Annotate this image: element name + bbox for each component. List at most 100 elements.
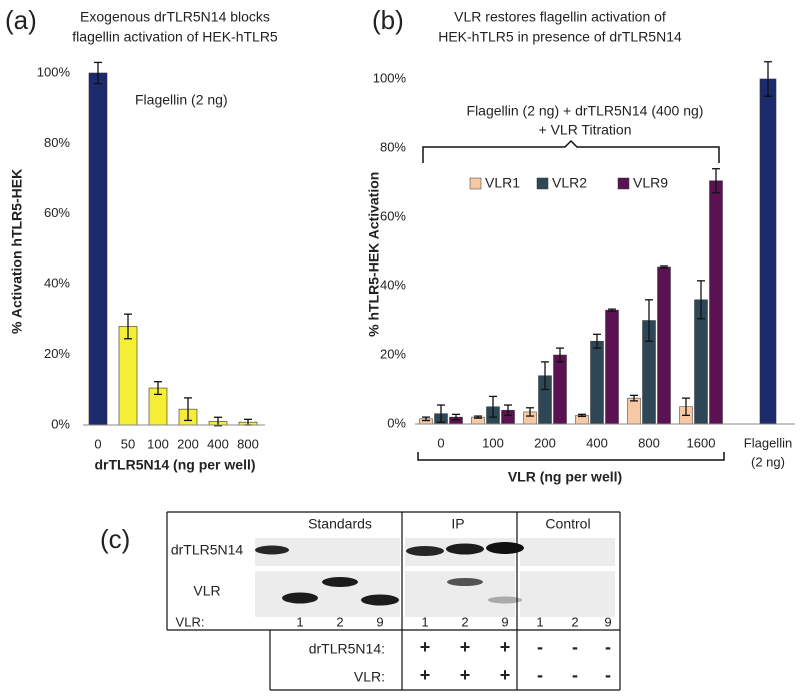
legend-swatch <box>536 177 549 190</box>
legend-swatch <box>469 177 482 190</box>
y-tick-label: 60% <box>44 205 70 220</box>
lane-label: 2 <box>336 614 343 629</box>
x-tick-label: 50 <box>121 436 135 451</box>
blot-band <box>406 546 444 556</box>
blot-band <box>446 543 484 555</box>
annotation: + VLR Titration <box>539 122 632 138</box>
lane-label: 9 <box>376 614 383 629</box>
y-tick-label: 100% <box>373 70 407 85</box>
lane-label: 9 <box>501 614 508 629</box>
bar <box>88 72 108 426</box>
blot-strip <box>255 571 400 617</box>
lane-label: 1 <box>421 614 428 629</box>
y-tick-label: 60% <box>380 208 406 223</box>
annotation: Flagellin (2 ng) <box>135 92 228 108</box>
condition-mark: + <box>420 665 431 685</box>
condition-mark: + <box>420 637 431 657</box>
bracket <box>417 452 725 461</box>
condition-label: VLR: <box>354 669 385 685</box>
legend-swatch <box>617 177 630 190</box>
legend-label: VLR1 <box>485 175 520 191</box>
bar <box>118 326 138 426</box>
x-tick-label: 200 <box>177 436 199 451</box>
x-tick-label: (2 ng) <box>751 454 785 469</box>
y-tick-label: 80% <box>44 135 70 150</box>
panel-label: (c) <box>100 524 130 554</box>
x-axis-label: VLR (ng per well) <box>508 469 622 485</box>
row-label: VLR <box>193 583 220 599</box>
condition-mark: + <box>460 665 471 685</box>
x-tick-label: 800 <box>638 435 660 450</box>
lane-label: 2 <box>571 614 578 629</box>
lane-prefix: VLR: <box>176 614 205 629</box>
blot-band <box>488 596 522 604</box>
y-tick-label: 20% <box>380 346 406 361</box>
lane-label: 1 <box>536 614 543 629</box>
y-axis-label: % hTLR5-HEK Activation <box>366 172 382 337</box>
x-axis-label: drTLR5N14 (ng per well) <box>94 457 255 473</box>
blot-strip <box>520 571 615 617</box>
blot-band <box>282 592 318 604</box>
blot-strip <box>405 571 515 617</box>
panel-label: (b) <box>372 5 404 35</box>
column-header: Standards <box>308 516 372 532</box>
chart-title: HEK-hTLR5 in presence of drTLR5N14 <box>438 29 682 45</box>
blot-band <box>447 578 483 586</box>
blot-band <box>361 594 399 606</box>
x-tick-label: 400 <box>586 435 608 450</box>
condition-mark: - <box>537 665 543 685</box>
condition-mark: - <box>572 665 578 685</box>
chart-title: Exogenous drTLR5N14 blocks <box>80 9 270 25</box>
condition-mark: - <box>605 637 611 657</box>
bar <box>605 309 619 425</box>
bar <box>657 266 671 425</box>
blot-band <box>486 542 524 554</box>
condition-mark: + <box>500 665 511 685</box>
y-tick-label: 100% <box>37 64 71 79</box>
x-tick-label: 800 <box>237 436 259 451</box>
bar <box>709 180 723 425</box>
lane-label: 2 <box>461 614 468 629</box>
bar <box>553 354 567 425</box>
lane-label: 9 <box>604 614 611 629</box>
condition-mark: - <box>537 637 543 657</box>
x-tick-label: 100 <box>482 435 504 450</box>
bracket <box>422 139 720 163</box>
chart-title: flagellin activation of HEK-hTLR5 <box>72 29 278 45</box>
condition-mark: + <box>460 637 471 657</box>
condition-mark: + <box>500 637 511 657</box>
row-label: drTLR5N14 <box>171 542 244 558</box>
legend-label: VLR9 <box>633 175 668 191</box>
condition-mark: - <box>572 637 578 657</box>
x-tick-label: 0 <box>94 436 101 451</box>
lane-label: 1 <box>296 614 303 629</box>
column-header: Control <box>545 516 590 532</box>
panel-label: (a) <box>5 5 37 35</box>
x-tick-label: 0 <box>437 435 444 450</box>
blot-band <box>322 577 358 587</box>
y-tick-label: 20% <box>44 346 70 361</box>
y-axis-label: % Activation hTLR5-HEK <box>9 169 25 334</box>
y-tick-label: 0% <box>387 415 406 430</box>
column-header: IP <box>451 516 464 532</box>
condition-label: drTLR5N14: <box>309 641 385 657</box>
chart-title: VLR restores flagellin activation of <box>454 9 666 25</box>
annotation: Flagellin (2 ng) + drTLR5N14 (400 ng) <box>467 103 704 119</box>
y-tick-label: 40% <box>44 276 70 291</box>
legend-label: VLR2 <box>552 175 587 191</box>
bar <box>759 78 777 425</box>
x-tick-label: 400 <box>207 436 229 451</box>
condition-mark: - <box>605 665 611 685</box>
bar <box>627 397 641 425</box>
blot-strip <box>520 538 615 566</box>
x-tick-label: 200 <box>534 435 556 450</box>
bar <box>590 340 604 425</box>
blot-band <box>255 545 289 555</box>
y-tick-label: 0% <box>51 416 70 431</box>
y-tick-label: 80% <box>380 139 406 154</box>
y-tick-label: 40% <box>380 277 406 292</box>
x-tick-label: 1600 <box>687 435 716 450</box>
x-tick-label: Flagellin <box>744 435 792 450</box>
x-tick-label: 100 <box>147 436 169 451</box>
